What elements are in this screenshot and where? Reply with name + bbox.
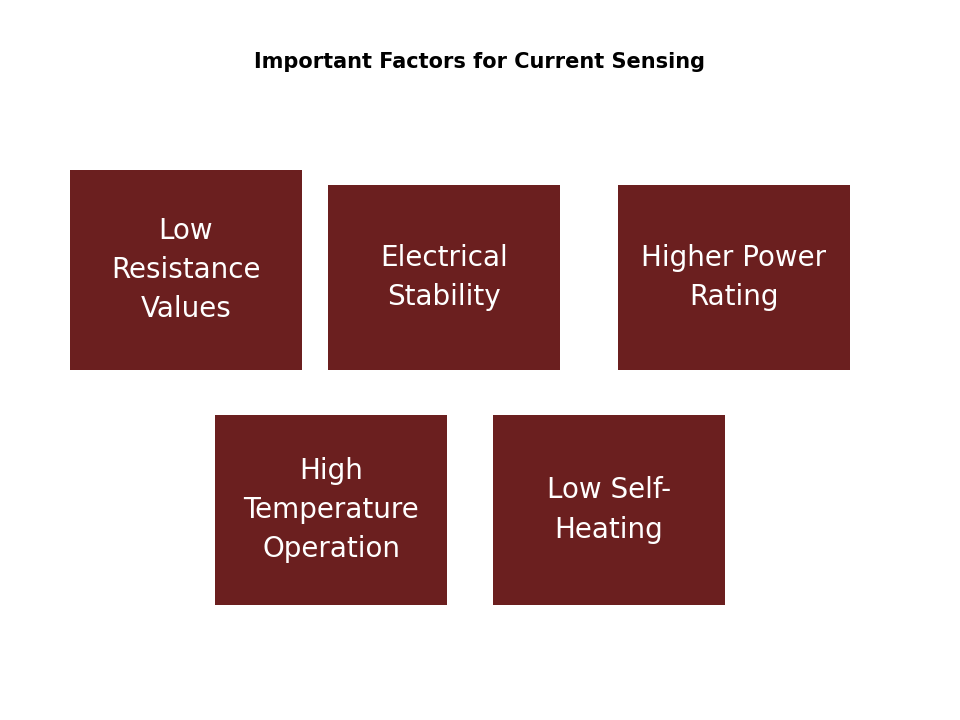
- FancyBboxPatch shape: [70, 170, 302, 370]
- Text: Low
Resistance
Values: Low Resistance Values: [111, 217, 261, 323]
- FancyBboxPatch shape: [618, 185, 850, 370]
- FancyBboxPatch shape: [215, 415, 447, 605]
- Text: Important Factors for Current Sensing: Important Factors for Current Sensing: [254, 52, 706, 72]
- FancyBboxPatch shape: [493, 415, 725, 605]
- Text: Electrical
Stability: Electrical Stability: [380, 244, 508, 311]
- Text: Higher Power
Rating: Higher Power Rating: [641, 244, 827, 311]
- Text: Low Self-
Heating: Low Self- Heating: [547, 477, 671, 544]
- FancyBboxPatch shape: [328, 185, 560, 370]
- Text: High
Temperature
Operation: High Temperature Operation: [243, 457, 419, 563]
